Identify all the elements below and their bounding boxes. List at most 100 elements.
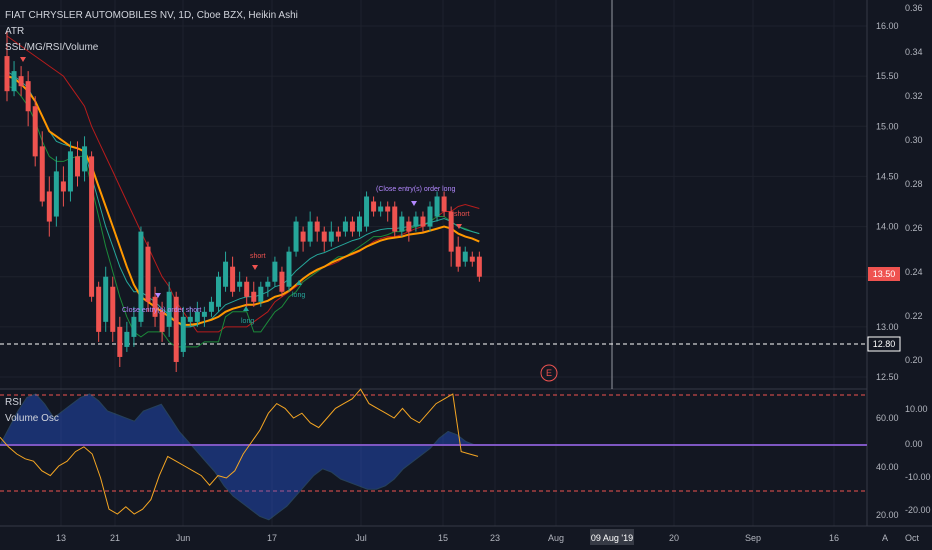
earnings-marker-label: E — [546, 368, 552, 378]
price-tick: 13.00 — [876, 322, 899, 332]
candle-body — [251, 291, 257, 302]
time-tick: 20 — [669, 533, 679, 543]
candle-body — [216, 276, 221, 307]
osc-tick-right: 0.00 — [905, 439, 923, 449]
price-tick: 16.00 — [876, 21, 899, 31]
candle-body — [117, 326, 123, 357]
price-tick: 15.50 — [876, 71, 899, 81]
osc-tick-left: 20.00 — [876, 510, 899, 520]
atr-tick: 0.34 — [905, 47, 923, 57]
indicator-ssl-label[interactable]: SSL/MG/RSI/Volume — [5, 42, 99, 53]
candle-body — [67, 151, 73, 192]
rsi-line — [0, 388, 479, 515]
osc-tick-right: -20.00 — [905, 505, 931, 515]
atr-tick: 0.22 — [905, 311, 923, 321]
candle-body — [385, 206, 391, 212]
time-tick: Sep — [745, 533, 761, 543]
annotation-close-long: (Close entry(s) order long — [376, 186, 455, 193]
candle-body — [258, 286, 264, 302]
chart-title: FIAT CHRYSLER AUTOMOBILES NV, 1D, Cboe B… — [5, 10, 298, 21]
date-badge — [590, 529, 634, 545]
candle-body — [293, 221, 299, 252]
candle-body — [434, 196, 440, 217]
annotation-long: long — [292, 292, 305, 299]
candle-body — [32, 106, 38, 157]
candle-body — [335, 231, 341, 237]
candle-body — [145, 246, 151, 302]
candle-body — [307, 221, 313, 242]
candle-body — [180, 316, 186, 352]
level-badge — [867, 336, 901, 352]
moving-average-line — [6, 75, 480, 326]
time-tick: 16 — [829, 533, 839, 543]
annotation-arrow — [456, 224, 462, 229]
time-tick: 23 — [490, 533, 500, 543]
volume-osc-label[interactable]: Volume Osc — [5, 413, 59, 424]
candle-body — [194, 311, 200, 322]
annotation-close-short: Close entry(s) order short — [122, 307, 201, 314]
candle-body — [314, 221, 320, 232]
candle-body — [399, 216, 405, 232]
annotation-short: short — [250, 253, 266, 260]
candle-body — [420, 216, 426, 227]
atr-tick: 0.32 — [905, 91, 923, 101]
candle-body — [53, 171, 59, 217]
candle-body — [392, 206, 398, 232]
candle-body — [138, 231, 144, 322]
candle-body — [364, 196, 370, 227]
candle-body — [46, 191, 52, 222]
candle-body — [300, 231, 306, 242]
atr-line — [6, 70, 480, 328]
ssl-red-line — [6, 35, 480, 333]
price-tick: 14.50 — [876, 171, 899, 181]
candle-body — [413, 216, 419, 227]
atr-tick: 0.30 — [905, 135, 923, 145]
candle-body — [18, 76, 24, 87]
osc-tick-right: 10.00 — [905, 404, 928, 414]
rsi-label[interactable]: RSI — [5, 397, 22, 408]
candle-body — [328, 231, 334, 242]
candle-body — [110, 286, 116, 332]
atr-tick: 0.20 — [905, 355, 923, 365]
osc-tick-left: 40.00 — [876, 462, 899, 472]
annotation-arrow — [411, 201, 417, 206]
annotation-arrow — [252, 265, 258, 270]
candle-body — [237, 281, 243, 287]
auto-scale-button[interactable]: A — [882, 533, 888, 543]
annotation-arrow — [20, 57, 26, 62]
candle-body — [82, 146, 88, 172]
time-tick: Jul — [355, 533, 367, 543]
candle-body — [4, 56, 10, 92]
candle-body — [462, 251, 468, 262]
candle-body — [89, 156, 95, 297]
candle-body — [272, 261, 278, 282]
candle-body — [441, 196, 447, 212]
candle-body — [406, 221, 412, 232]
candle-body — [230, 266, 236, 292]
level-text: 12.80 — [873, 339, 896, 349]
candle-body — [201, 311, 207, 317]
annotation-long: long — [241, 318, 254, 325]
osc-tick-right: -10.00 — [905, 472, 931, 482]
candle-body — [378, 206, 384, 212]
candle-body — [265, 281, 271, 287]
time-tick: Jun — [176, 533, 191, 543]
annotation-arrow — [155, 293, 161, 298]
time-tick: 21 — [110, 533, 120, 543]
candle-body — [166, 291, 172, 327]
time-tick: 17 — [267, 533, 277, 543]
annotation-arrow — [296, 280, 302, 285]
atr-tick: 0.24 — [905, 267, 923, 277]
grid — [0, 0, 867, 526]
time-axis: 13 21 Jun 17 Jul 15 23 Aug 20 Sep 16 Oct — [56, 533, 920, 543]
candle-body — [131, 316, 137, 337]
atr-tick: 0.28 — [905, 179, 923, 189]
candle-body — [279, 271, 285, 292]
osc-tick-left: 60.00 — [876, 413, 899, 423]
indicator-atr-label[interactable]: ATR — [5, 26, 25, 37]
candle-body — [11, 71, 17, 92]
candle-body — [159, 311, 165, 332]
earnings-marker[interactable] — [540, 364, 558, 382]
candle-body — [124, 331, 130, 347]
